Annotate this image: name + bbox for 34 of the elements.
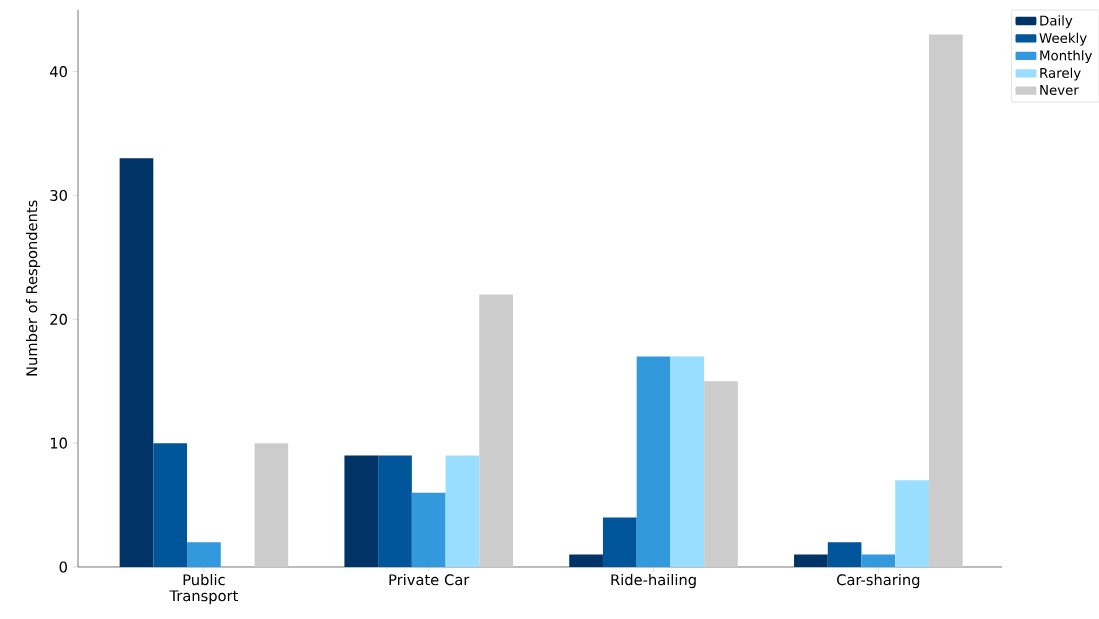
bar bbox=[794, 554, 828, 567]
legend-label: Rarely bbox=[1040, 67, 1081, 81]
x-tick-label: Public Transport bbox=[169, 573, 238, 605]
bar bbox=[254, 443, 289, 567]
legend-label: Weekly bbox=[1039, 32, 1087, 46]
x-tick-label: Car-sharing bbox=[837, 573, 920, 589]
y-tick-label: 40 bbox=[50, 66, 67, 78]
bar bbox=[479, 294, 514, 567]
y-axis-title: Number of Respondents bbox=[25, 200, 41, 376]
bar bbox=[704, 381, 738, 567]
bar bbox=[119, 158, 154, 567]
x-tick-label: Private Car bbox=[389, 573, 470, 586]
bar bbox=[187, 542, 221, 567]
legend-label: Monthly bbox=[1040, 50, 1093, 64]
bar bbox=[895, 480, 929, 567]
y-tick-label: 20 bbox=[50, 313, 67, 325]
bar bbox=[344, 455, 379, 567]
bar bbox=[569, 554, 603, 567]
bar bbox=[636, 356, 671, 567]
bar bbox=[411, 492, 446, 567]
legend-label: Daily bbox=[1040, 15, 1073, 29]
bar bbox=[602, 517, 637, 567]
bar bbox=[378, 455, 412, 567]
bar bbox=[445, 455, 480, 567]
bar bbox=[928, 34, 963, 567]
legend-label: Never bbox=[1040, 85, 1079, 96]
y-tick-label: 10 bbox=[50, 437, 67, 449]
bar bbox=[670, 356, 705, 567]
y-tick-label: 0 bbox=[59, 561, 67, 573]
bar bbox=[153, 443, 188, 567]
bar bbox=[861, 554, 896, 567]
x-tick-label: Ride-hailing bbox=[611, 573, 696, 589]
bar bbox=[827, 542, 862, 567]
y-tick-label: 30 bbox=[50, 189, 67, 201]
